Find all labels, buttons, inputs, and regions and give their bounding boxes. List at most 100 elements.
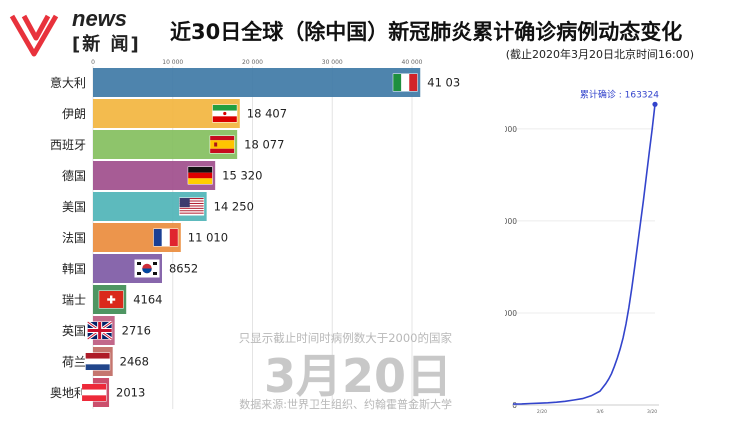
logo-news-text: news [72,6,128,31]
flag-part [82,389,107,396]
flag-emblem [214,142,218,147]
flag-stripe [179,213,204,215]
flag-part [210,136,235,141]
bar-value-label: 11 010 [188,231,228,245]
iran-flag-icon [212,104,238,123]
bar-value-label: 15 320 [222,169,262,183]
flag-part [153,229,162,246]
flag-stripe [179,204,204,206]
flag-trigram [152,272,157,275]
bar-category-label: 美国 [62,200,86,214]
flag-part [401,74,410,91]
switzerland-flag-icon [98,290,124,309]
bar-category-label: 伊朗 [62,107,86,121]
austria-flag-icon [81,383,107,402]
uk-flag-icon [86,320,113,341]
flag-stripe [179,212,204,214]
bar-category-label: 奥地利 [50,386,86,400]
italy-flag-icon [392,73,418,92]
flag-trigram [136,272,141,275]
flag-part [85,358,110,365]
flag-stripe [179,208,204,211]
bar-category-label: 法国 [62,231,86,245]
bar-value-label: 18 407 [247,107,287,121]
spain-flag-icon [209,135,235,154]
bar-value-label: 2013 [116,386,145,400]
flag-part [161,229,170,246]
line-end-point [652,101,658,107]
filter-note: 只显示截止时间时病例数大于2000的国家 [238,331,452,345]
news-logo [9,14,59,57]
bar-category-label: 德国 [62,168,86,183]
flag-trigram [136,262,141,265]
logo-cn-text: [新 闻] [72,34,141,55]
line-series-total [512,104,656,405]
flag-stripe [179,211,204,213]
bar-category-label: 英国 [62,324,86,338]
bar-category-label: 韩国 [62,261,86,276]
flag-part [188,178,213,184]
line-y-tick-label: 50000 [505,309,517,318]
line-y-tick-label: 150000 [505,125,517,134]
flag-cross [107,298,116,301]
data-source: 数据来源:世界卫生组织、约翰霍普金斯大学 [239,398,452,411]
flag-part [188,172,213,179]
bar-value-label: 4164 [133,293,162,307]
bar-value-label: 2716 [122,324,151,338]
line-x-tick-label: 3/6 [596,409,603,415]
france-flag-icon [153,228,179,247]
flag-part [82,395,107,401]
flag-part [82,384,107,390]
flag-stripe [179,206,204,208]
flag-cross [87,329,112,332]
line-x-tick-label: 3/20 [647,409,657,415]
usa-flag-icon [179,197,205,216]
bar-value-label: 18 077 [244,138,284,152]
bar-category-label: 西班牙 [50,138,86,152]
flag-part [85,364,110,370]
bar-value-label: 14 250 [214,200,254,214]
flag-part [212,116,237,122]
flag-stripe [179,198,204,200]
chart-subtitle: (截止2020年3月20日北京时间16:00) [505,48,694,61]
line-annotation: 累计确诊 : 163324 [580,88,659,100]
bar-x-tick-label: 0 [91,59,95,66]
flag-stripe [179,202,204,205]
flag-part [169,229,178,246]
flag-part [210,140,235,149]
flag-stripe [179,205,204,207]
flag-stripe [179,200,204,202]
germany-flag-icon [187,166,213,185]
bar-value-label: 2468 [120,355,149,369]
flag-part [210,148,235,153]
bar-x-tick-label: 20 000 [242,59,263,66]
bar-x-tick-label: 40 000 [402,59,423,66]
bar-x-tick-label: 10 000 [162,59,183,66]
flag-stripe [179,201,204,203]
bar-category-label: 瑞士 [62,293,86,307]
bar-italy [93,68,421,97]
bar-value-label: 8652 [169,262,198,276]
bar-chart: 0 10 000 20 000 30 000 40 000 意大利 41 035 伊朗 18 4… [50,59,460,409]
flag-part [85,353,110,359]
flag-part [393,74,402,91]
flag-stripe [179,207,204,209]
flag-stripe [179,210,204,212]
flag-stripe [179,199,204,201]
line-x-tick-label: 2/20 [537,409,547,415]
flag-trigram [152,262,157,265]
netherlands-flag-icon [85,352,111,371]
bar-category-label: 荷兰 [62,355,86,369]
line-y-tick-label: 100000 [505,217,517,226]
flag-emblem [142,268,152,274]
flag-part [188,167,213,173]
flag-canton [179,198,190,208]
korea-flag-icon [134,259,160,278]
flag-emblem [223,111,227,116]
bar-category-label: 意大利 [50,75,86,90]
logo-v-mark [9,14,59,57]
chart-title: 近30日全球（除中国）新冠肺炎累计确诊病例动态变化 [170,20,683,44]
current-date-label: 3月20日 [263,349,452,403]
bar-x-tick-label: 30 000 [322,59,343,66]
